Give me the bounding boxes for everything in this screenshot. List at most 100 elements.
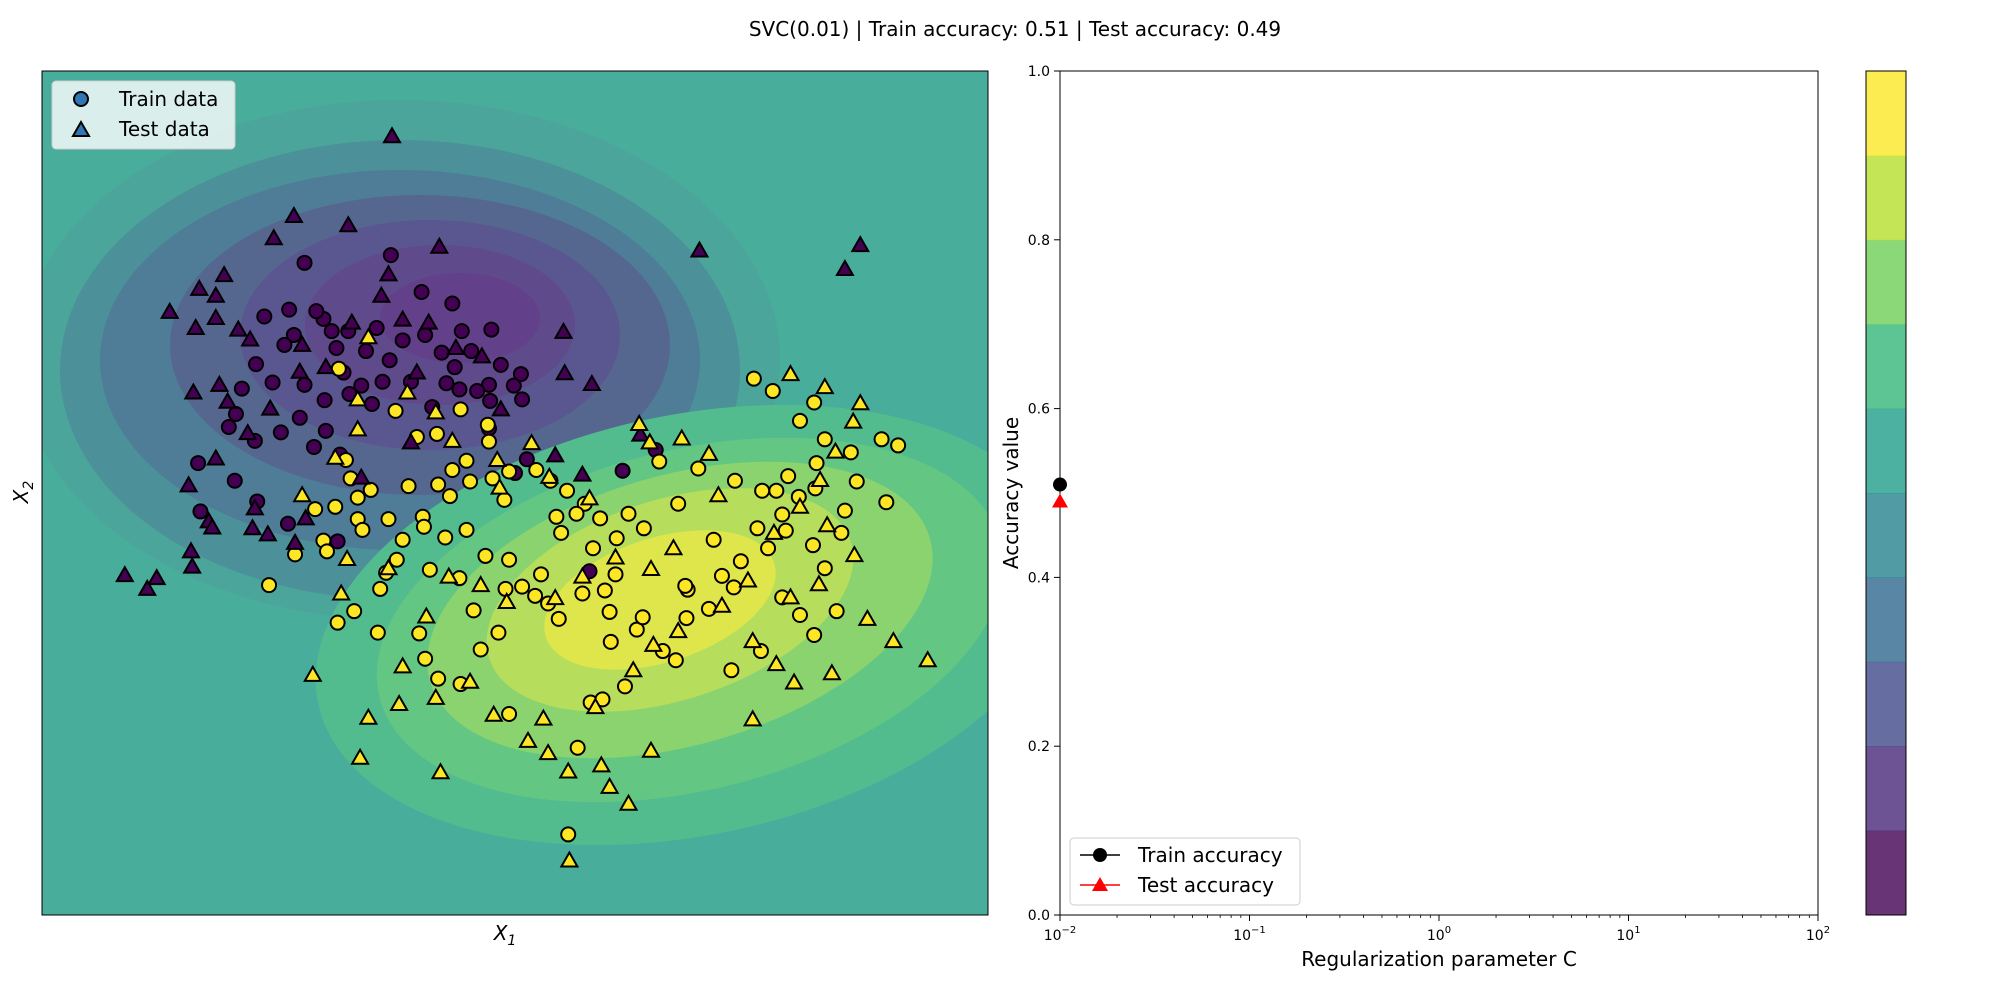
train-point [651, 453, 668, 470]
test-point [378, 558, 399, 576]
right-axes-frame [1059, 70, 1819, 916]
colorbar-segment [1866, 324, 1906, 410]
train-point [574, 585, 591, 602]
test-point [260, 398, 280, 416]
test-point [245, 498, 265, 516]
train-point [433, 344, 450, 361]
test-point [258, 524, 278, 542]
train-point [745, 370, 762, 387]
right-legend: Train accuracy Test accuracy [1069, 837, 1301, 906]
train-point [227, 405, 244, 422]
train-point [296, 376, 313, 393]
test-point [643, 634, 664, 652]
train-point [873, 431, 890, 448]
train-point [226, 472, 243, 489]
test-point [331, 583, 351, 601]
test-point [810, 469, 830, 487]
x-tick-label: 101 [1616, 925, 1640, 944]
test-point [371, 285, 392, 303]
test-point [825, 441, 846, 459]
x-tick-label: 100 [1427, 925, 1451, 944]
legend-train-marker [73, 91, 89, 107]
train-point [307, 501, 324, 518]
y-tick-label: 0.6 [1028, 402, 1050, 418]
train-point [417, 650, 434, 667]
train-point [514, 391, 531, 408]
train-point [415, 518, 432, 535]
train-point [381, 352, 398, 369]
train-point [723, 662, 740, 679]
test-point [699, 443, 719, 461]
test-point [392, 309, 413, 327]
train-point [444, 461, 461, 478]
train-point [667, 652, 684, 669]
legend-test-label: Test data [118, 117, 210, 141]
train-point [317, 422, 334, 439]
test-point [295, 508, 316, 526]
test-point [338, 215, 358, 233]
test-point [378, 264, 399, 282]
x-tick-label: 10−1 [1233, 925, 1266, 944]
test-point [815, 377, 835, 395]
legend-train-accuracy-marker [1093, 848, 1107, 862]
train-point [417, 326, 434, 343]
test-point [491, 399, 511, 417]
train-accuracy-point [1053, 477, 1067, 492]
train-point [690, 460, 707, 477]
train-point [388, 551, 405, 568]
train-point [354, 521, 371, 538]
test-point [835, 258, 855, 276]
train-point [380, 511, 397, 528]
train-point [374, 373, 391, 390]
train-point [514, 578, 531, 595]
train-point [368, 320, 385, 337]
train-point [550, 610, 567, 627]
train-point [465, 602, 482, 619]
test-point [559, 850, 580, 868]
train-point [713, 567, 730, 584]
train-point [878, 494, 895, 511]
test-point [784, 672, 804, 690]
test-point [668, 621, 688, 639]
test-point [342, 312, 362, 330]
test-point [533, 708, 554, 726]
test-point [202, 517, 223, 535]
train-point [760, 540, 777, 557]
scatter-points [115, 126, 938, 868]
train-point [806, 626, 823, 643]
test-point [182, 556, 202, 574]
train-point [372, 580, 389, 597]
test-point [348, 389, 368, 407]
legend-test-marker [71, 119, 91, 137]
test-point [790, 496, 810, 514]
train-point [394, 332, 411, 349]
colorbar-segment [1866, 746, 1906, 832]
test-point [496, 591, 517, 609]
train-point [346, 603, 363, 620]
train-point [441, 488, 458, 505]
train-point [400, 478, 417, 495]
test-point [442, 430, 463, 448]
test-point [850, 235, 871, 253]
test-point [742, 709, 763, 727]
legend-train-accuracy-label: Train accuracy [1137, 843, 1283, 867]
test-point [426, 402, 446, 420]
test-point [115, 565, 135, 583]
test-point [181, 541, 201, 559]
test-point [844, 545, 865, 563]
train-point [806, 394, 823, 411]
legend-box [51, 80, 236, 150]
test-point [189, 278, 209, 296]
y-tick-label: 0.0 [1028, 908, 1050, 924]
train-point [438, 375, 455, 392]
test-point [206, 308, 226, 326]
train-point [285, 326, 302, 343]
train-point [305, 438, 322, 455]
test-point [585, 697, 606, 715]
legend-test-accuracy-label: Test accuracy [1137, 873, 1274, 897]
train-point [281, 301, 298, 318]
train-point [256, 308, 273, 325]
contour-band [544, 530, 776, 670]
left-legend: Train data Test data [51, 80, 236, 150]
train-point [452, 401, 469, 418]
